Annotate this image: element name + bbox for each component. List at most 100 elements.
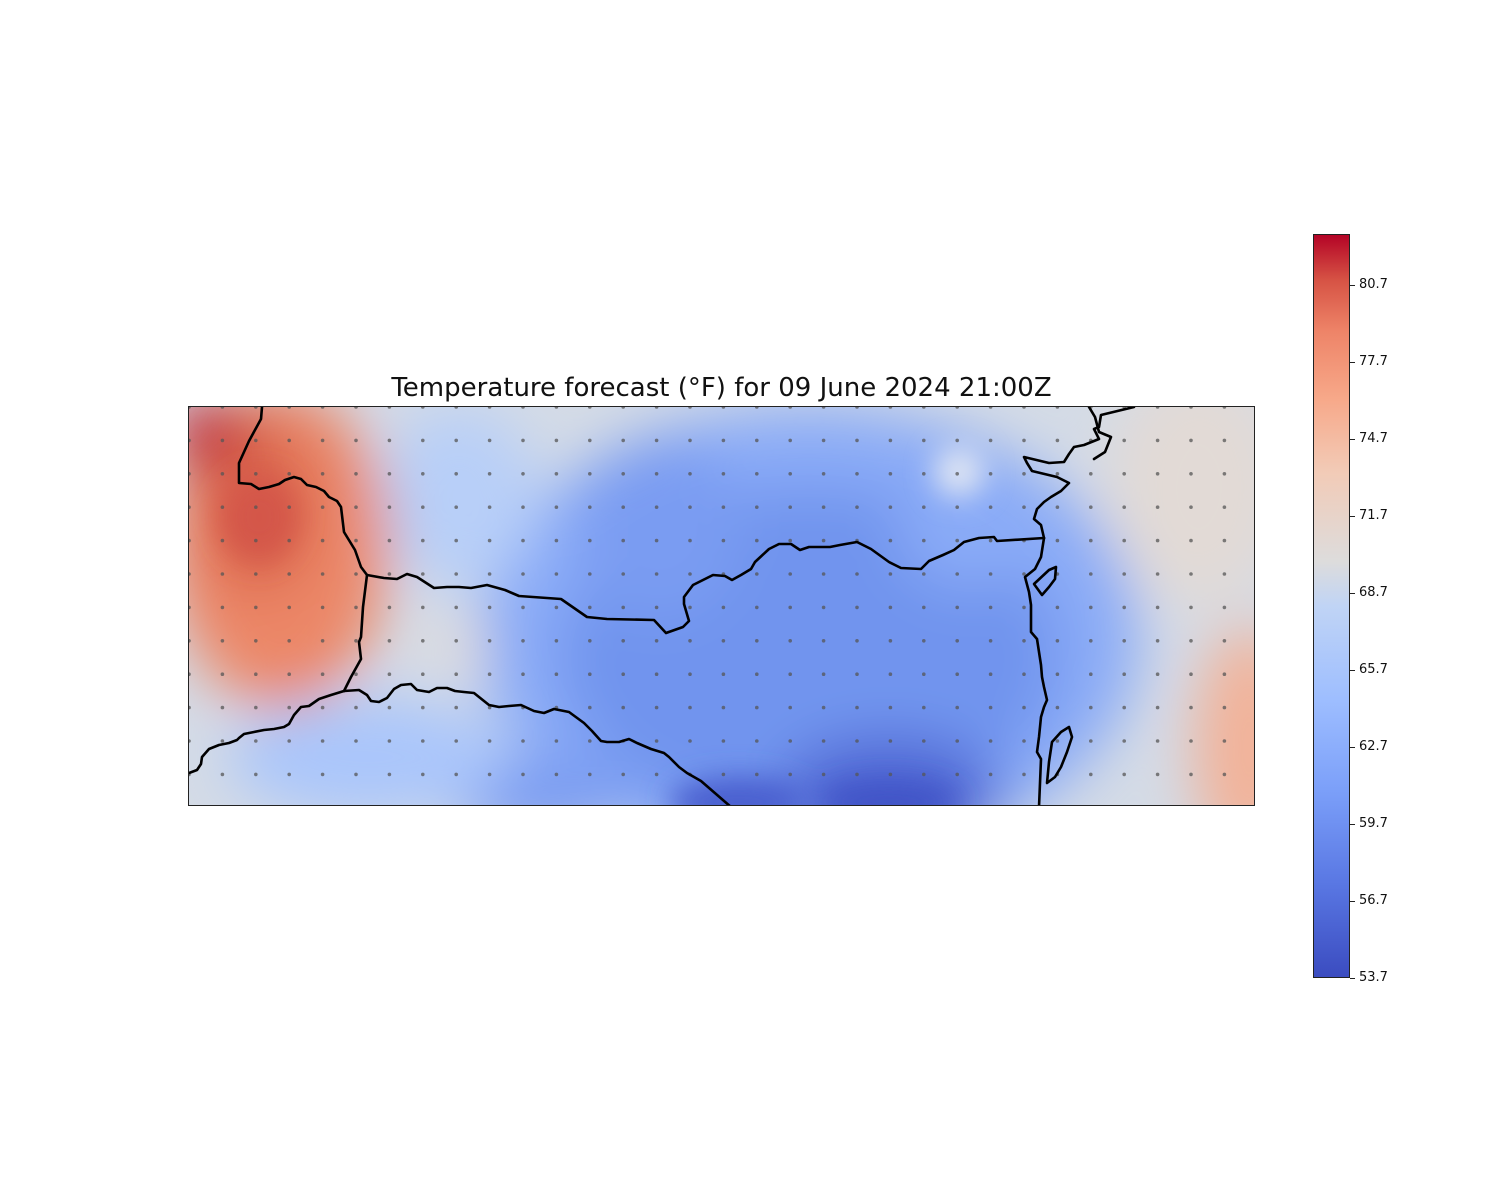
grid-point bbox=[688, 605, 692, 610]
grid-point bbox=[855, 772, 859, 777]
grid-point bbox=[454, 705, 459, 710]
boundary-southwest bbox=[189, 689, 346, 775]
grid-point bbox=[554, 538, 559, 543]
grid-point bbox=[721, 505, 726, 509]
temperature-map[interactable] bbox=[189, 407, 1255, 806]
grid-point bbox=[1189, 407, 1193, 409]
grid-point bbox=[888, 772, 893, 777]
grid-point bbox=[855, 505, 859, 509]
grid-point bbox=[654, 407, 659, 409]
grid-point bbox=[755, 438, 759, 443]
grid-point bbox=[487, 538, 492, 543]
grid-point bbox=[955, 538, 959, 543]
grid-point bbox=[189, 639, 191, 643]
grid-point bbox=[1155, 438, 1160, 443]
grid-point bbox=[688, 472, 692, 476]
grid-point bbox=[654, 472, 659, 476]
grid-point bbox=[721, 438, 726, 443]
grid-point bbox=[588, 672, 592, 676]
grid-point bbox=[955, 672, 959, 676]
grid-point bbox=[788, 705, 792, 710]
grid-point bbox=[254, 672, 258, 676]
grid-point bbox=[855, 605, 859, 610]
grid-point bbox=[788, 572, 792, 576]
grid-point bbox=[1089, 505, 1093, 509]
grid-point bbox=[1055, 407, 1060, 409]
grid-point bbox=[1122, 705, 1126, 710]
grid-point bbox=[387, 639, 392, 643]
grid-point bbox=[354, 605, 358, 610]
grid-point bbox=[320, 407, 325, 409]
grid-point bbox=[254, 538, 258, 543]
grid-point bbox=[654, 772, 659, 777]
grid-point bbox=[320, 739, 325, 743]
grid-point bbox=[454, 407, 458, 409]
grid-point bbox=[354, 472, 358, 476]
map-panel[interactable] bbox=[188, 406, 1255, 806]
grid-point bbox=[487, 639, 492, 643]
grid-point bbox=[354, 438, 358, 443]
grid-point bbox=[654, 538, 659, 543]
grid-point bbox=[254, 572, 258, 576]
grid-point bbox=[788, 538, 792, 543]
grid-point bbox=[1189, 438, 1193, 443]
grid-point bbox=[521, 538, 525, 543]
grid-point bbox=[387, 772, 392, 777]
grid-point bbox=[421, 438, 425, 443]
grid-point bbox=[588, 438, 592, 443]
grid-point bbox=[554, 672, 559, 676]
grid-point bbox=[755, 538, 759, 543]
grid-point bbox=[688, 672, 692, 676]
grid-point bbox=[387, 672, 392, 676]
grid-point bbox=[1122, 639, 1126, 643]
grid-point bbox=[888, 605, 893, 610]
grid-point bbox=[1222, 472, 1227, 476]
grid-point bbox=[387, 472, 392, 476]
grid-point bbox=[1055, 672, 1060, 676]
boundary-south-central bbox=[342, 682, 731, 805]
grid-point bbox=[988, 538, 993, 543]
grid-point bbox=[755, 472, 759, 476]
grid-point bbox=[821, 772, 826, 777]
grid-point bbox=[220, 438, 225, 443]
grid-point bbox=[454, 672, 459, 676]
grid-point bbox=[554, 572, 559, 576]
grid-point bbox=[487, 505, 492, 509]
grid-point bbox=[354, 538, 358, 543]
grid-point bbox=[254, 407, 258, 409]
grid-point bbox=[955, 438, 959, 443]
grid-point bbox=[955, 572, 959, 576]
grid-point bbox=[988, 672, 993, 676]
grid-point bbox=[1155, 739, 1160, 743]
grid-point bbox=[654, 739, 659, 743]
grid-point bbox=[588, 407, 592, 409]
grid-point bbox=[254, 505, 258, 509]
grid-point bbox=[454, 505, 459, 509]
grid-point bbox=[1189, 739, 1193, 743]
coastline-cape bbox=[1087, 407, 1113, 461]
grid-point bbox=[487, 438, 492, 443]
grid-point bbox=[421, 672, 425, 676]
grid-point bbox=[721, 407, 726, 409]
grid-point bbox=[220, 672, 225, 676]
grid-point bbox=[1089, 672, 1093, 676]
grid-point bbox=[888, 639, 893, 643]
grid-point bbox=[621, 639, 625, 643]
grid-point bbox=[855, 438, 859, 443]
grid-point bbox=[888, 472, 893, 476]
grid-point bbox=[621, 538, 625, 543]
grid-point bbox=[287, 705, 291, 710]
grid-point bbox=[755, 672, 759, 676]
grid-point bbox=[521, 672, 525, 676]
colorbar-tick bbox=[1350, 285, 1355, 287]
grid-point bbox=[1189, 472, 1193, 476]
grid-point bbox=[621, 705, 625, 710]
grid-point bbox=[621, 672, 625, 676]
grid-point bbox=[220, 772, 225, 777]
grid-point bbox=[287, 472, 291, 476]
colorbar-tick bbox=[1350, 978, 1355, 979]
colorbar-tick bbox=[1350, 901, 1355, 903]
grid-point bbox=[621, 407, 625, 409]
colorbar-tick bbox=[1350, 362, 1355, 364]
grid-point bbox=[220, 639, 225, 643]
